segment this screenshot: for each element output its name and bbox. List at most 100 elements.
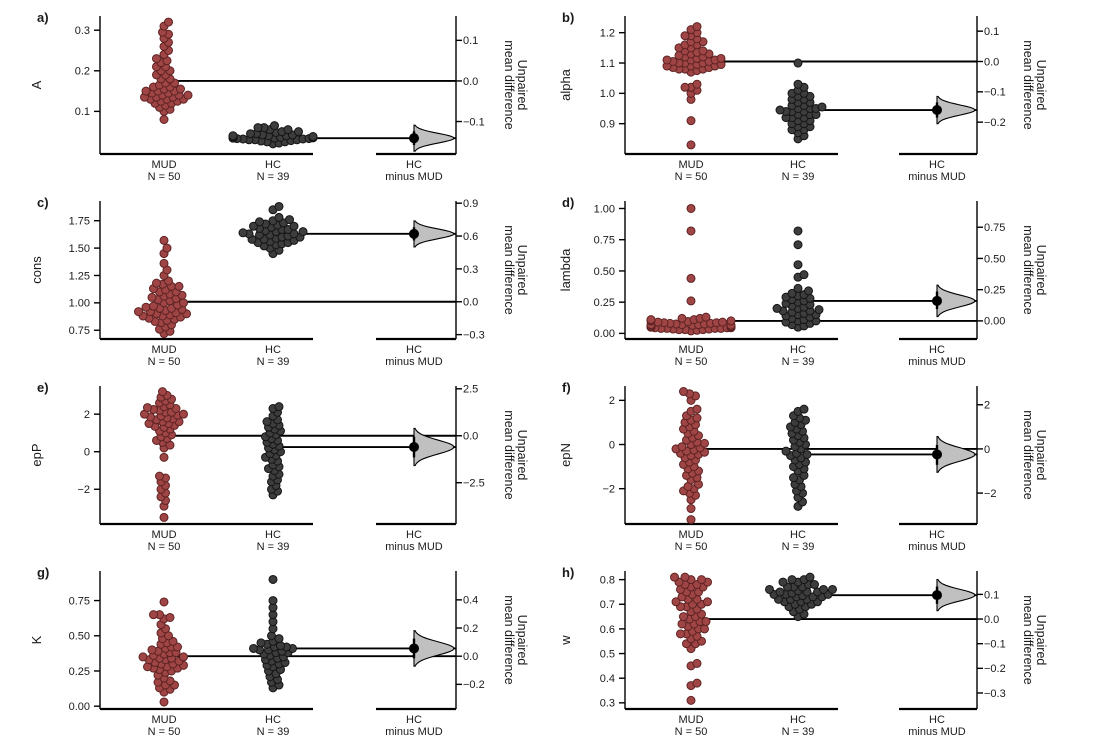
left-tick-label: 2 <box>84 409 90 421</box>
panel-letter: g) <box>37 565 49 580</box>
data-point-mud <box>716 53 726 63</box>
effect-size-dot <box>932 590 942 601</box>
group-sublabel: N = 39 <box>782 726 815 738</box>
swarm-hc <box>765 572 837 622</box>
data-point-hc <box>255 217 264 227</box>
data-point-mud <box>700 438 709 448</box>
right-axis-label: Unpairedmean difference <box>502 40 529 129</box>
right-tick-label: −2 <box>984 488 997 500</box>
right-tick-label: 0.00 <box>984 316 1005 328</box>
right-tick-label: 0.0 <box>984 56 999 68</box>
data-point-hc <box>819 584 828 594</box>
bootstrap-violin <box>936 436 976 473</box>
right-tick-label: 2.5 <box>463 384 478 396</box>
data-point-mud <box>159 452 169 462</box>
left-tick-label: −2 <box>602 484 615 496</box>
y-axis-label: epP <box>29 443 44 466</box>
data-point-hc <box>804 286 813 296</box>
data-point-mud <box>676 629 685 639</box>
data-point-mud <box>141 302 151 312</box>
panel-h: 0.3 0.4 0.5 0.6 0.7 0.8 0.1 0.0 −0.1 −0.2 −0.3 h) w U… <box>554 557 1107 742</box>
left-tick-label: 0.00 <box>594 328 615 340</box>
panel-a-chart: 0.1 0.2 0.3 0.1 0.0 −0.1 a) A Unpairedmean diffe… <box>29 10 529 183</box>
group-sublabel: N = 50 <box>675 171 708 183</box>
group-label: HC <box>406 714 422 726</box>
data-point-mud <box>174 281 184 291</box>
data-point-mud <box>677 619 687 629</box>
data-point-mud <box>692 79 702 89</box>
group-label: MUD <box>151 344 176 356</box>
data-point-mud <box>162 243 172 253</box>
swarm-mud <box>671 387 709 525</box>
right-axis-label: Unpairedmean difference <box>502 410 529 499</box>
group-label: HC <box>929 714 945 726</box>
group-sublabel: minus MUD <box>385 541 443 553</box>
left-tick-label: 1.1 <box>600 58 615 70</box>
data-point-mud <box>701 312 711 322</box>
right-tick-label: 0.2 <box>463 623 478 635</box>
data-point-hc <box>793 79 803 89</box>
effect-size-dot <box>932 295 942 306</box>
right-tick-label: −0.2 <box>463 679 485 691</box>
data-point-mud <box>703 597 712 607</box>
right-tick-label: 0.75 <box>984 222 1005 234</box>
data-point-mud <box>692 678 702 688</box>
left-tick-label: 1.0 <box>600 88 615 100</box>
data-point-mud <box>147 292 157 302</box>
data-point-mud <box>686 296 696 306</box>
data-point-mud <box>149 610 158 620</box>
panel-letter: b) <box>562 10 574 25</box>
left-tick-label: 1.2 <box>600 28 615 40</box>
right-tick-label: 0.0 <box>463 76 478 88</box>
data-point-mud <box>726 316 736 326</box>
left-tick-label: 0.75 <box>594 235 615 247</box>
right-tick-label: −0.1 <box>984 87 1006 99</box>
data-point-mud <box>679 612 688 622</box>
left-tick-label: 1.00 <box>69 298 90 310</box>
data-point-hc <box>775 587 785 597</box>
group-sublabel: N = 50 <box>148 726 181 738</box>
group-label: HC <box>265 714 281 726</box>
panel-g-chart: 0.00 0.25 0.50 0.75 0.4 0.2 0.0 −0.2 g) K Unpaired… <box>29 565 529 738</box>
data-point-hc <box>793 283 803 293</box>
swarm-hc <box>249 574 297 693</box>
data-point-mud <box>686 273 696 283</box>
swarm-hc <box>228 121 318 149</box>
right-tick-label: 0.1 <box>984 589 999 601</box>
bootstrap-violin <box>936 284 976 318</box>
data-point-hc <box>246 129 255 139</box>
left-tick-label: 0.7 <box>600 599 615 611</box>
left-tick-label: 0.50 <box>594 266 615 278</box>
right-axis-label: Unpairedmean difference <box>502 595 529 684</box>
data-point-mud <box>671 597 681 607</box>
data-point-mud <box>692 404 702 414</box>
data-point-mud <box>176 84 185 94</box>
right-tick-label: −0.1 <box>984 639 1006 651</box>
group-sublabel: N = 39 <box>782 541 815 553</box>
data-point-hc <box>799 404 809 414</box>
bootstrap-violin <box>936 95 976 125</box>
left-tick-label: 1.25 <box>69 270 90 282</box>
data-point-hc <box>274 634 284 644</box>
left-tick-label: 0.9 <box>600 119 615 131</box>
data-point-hc <box>294 127 303 137</box>
panel-f: −2 0 2 2 0 −2 f) epN Unpairedmean difference MUD N… <box>554 372 1107 557</box>
data-point-mud <box>686 515 696 525</box>
data-point-hc <box>274 212 284 222</box>
group-sublabel: minus MUD <box>908 726 966 738</box>
right-tick-label: 0.0 <box>463 431 478 443</box>
y-axis-label: epN <box>558 443 573 467</box>
group-sublabel: N = 50 <box>148 541 181 553</box>
data-point-mud <box>679 387 688 397</box>
group-label: HC <box>265 344 281 356</box>
data-point-mud <box>680 572 690 582</box>
right-tick-label: 0 <box>984 444 990 456</box>
y-axis-label: lambda <box>558 248 573 291</box>
swarm-hc <box>772 226 824 332</box>
data-point-hc <box>285 215 294 225</box>
data-point-mud <box>692 658 702 668</box>
left-tick-label: 0 <box>84 447 90 459</box>
panel-b: 0.9 1.0 1.1 1.2 0.1 0.0 −0.1 −0.2 b) alpha Unpaire… <box>554 2 1107 187</box>
data-point-mud <box>159 115 169 124</box>
left-tick-label: −2 <box>77 484 90 496</box>
